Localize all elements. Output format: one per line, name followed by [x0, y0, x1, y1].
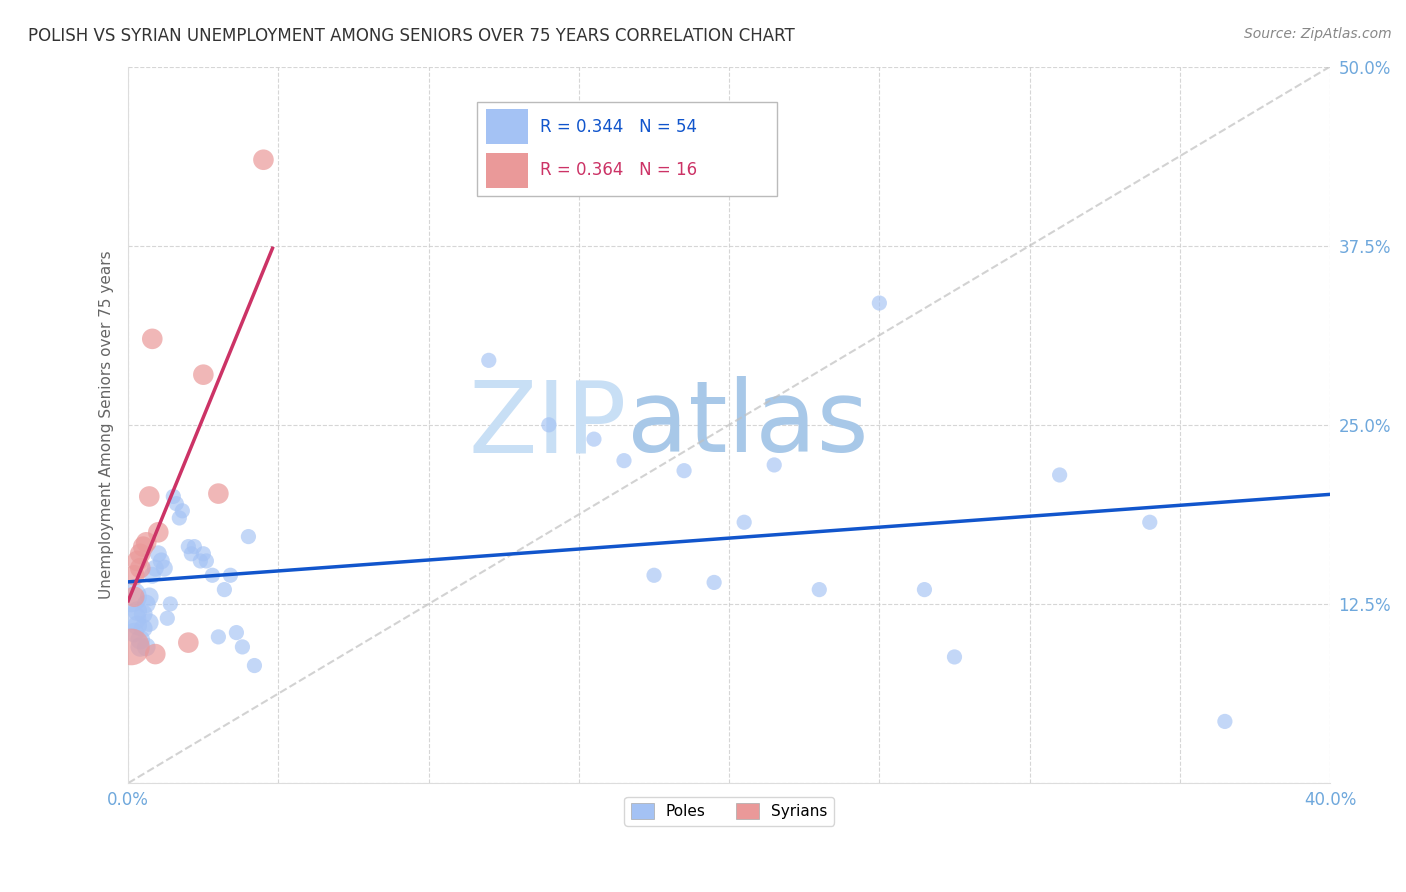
Point: [868, 296, 890, 310]
Point: [122, 625, 145, 640]
Point: [159, 597, 181, 611]
Point: [127, 604, 149, 618]
Legend: Poles, Syrians: Poles, Syrians: [624, 797, 834, 826]
Point: [183, 540, 205, 554]
Y-axis label: Unemployment Among Seniors over 75 years: Unemployment Among Seniors over 75 years: [100, 251, 114, 599]
Point: [127, 554, 149, 568]
Point: [135, 535, 157, 549]
Point: [156, 611, 179, 625]
Text: ZIP: ZIP: [468, 376, 627, 474]
Point: [120, 590, 142, 604]
Point: [162, 490, 184, 504]
Point: [148, 525, 170, 540]
Point: [643, 568, 665, 582]
Point: [1213, 714, 1236, 729]
Point: [120, 640, 142, 654]
Point: [243, 658, 266, 673]
Point: [1049, 467, 1071, 482]
Point: [238, 530, 260, 544]
Point: [150, 554, 173, 568]
Point: [193, 368, 215, 382]
Point: [912, 582, 935, 597]
Point: [703, 575, 725, 590]
Point: [943, 649, 966, 664]
Point: [219, 568, 242, 582]
Point: [138, 590, 160, 604]
Text: POLISH VS SYRIAN UNEMPLOYMENT AMONG SENIORS OVER 75 YEARS CORRELATION CHART: POLISH VS SYRIAN UNEMPLOYMENT AMONG SENI…: [28, 27, 794, 45]
Point: [141, 332, 163, 346]
Point: [138, 490, 160, 504]
Point: [673, 464, 696, 478]
Point: [165, 497, 187, 511]
Point: [143, 647, 166, 661]
Point: [231, 640, 253, 654]
Point: [193, 547, 215, 561]
Point: [129, 632, 152, 647]
Point: [148, 547, 170, 561]
Point: [733, 515, 755, 529]
Point: [177, 540, 200, 554]
Point: [252, 153, 274, 167]
Point: [478, 353, 501, 368]
Point: [153, 561, 176, 575]
Point: [537, 417, 560, 432]
Point: [132, 621, 155, 635]
Point: [172, 504, 194, 518]
Point: [582, 432, 605, 446]
Point: [201, 568, 224, 582]
Point: [135, 597, 157, 611]
Point: [122, 590, 145, 604]
Point: [132, 540, 155, 554]
Point: [177, 635, 200, 649]
Point: [169, 511, 191, 525]
Point: [129, 561, 152, 575]
Point: [180, 547, 202, 561]
Point: [207, 486, 229, 500]
Point: [122, 568, 145, 582]
Point: [135, 640, 157, 654]
Point: [1139, 515, 1161, 529]
Point: [225, 625, 247, 640]
Point: [190, 554, 212, 568]
Point: [143, 561, 166, 575]
Point: [808, 582, 831, 597]
Point: [214, 582, 236, 597]
Point: [141, 568, 163, 582]
Point: [132, 607, 155, 621]
Point: [138, 615, 160, 630]
Text: Source: ZipAtlas.com: Source: ZipAtlas.com: [1244, 27, 1392, 41]
Point: [207, 630, 229, 644]
Point: [127, 618, 149, 632]
Point: [129, 547, 152, 561]
Point: [195, 554, 218, 568]
Point: [122, 611, 145, 625]
Point: [613, 453, 636, 467]
Point: [129, 640, 152, 654]
Point: [763, 458, 786, 472]
Text: atlas: atlas: [627, 376, 869, 474]
